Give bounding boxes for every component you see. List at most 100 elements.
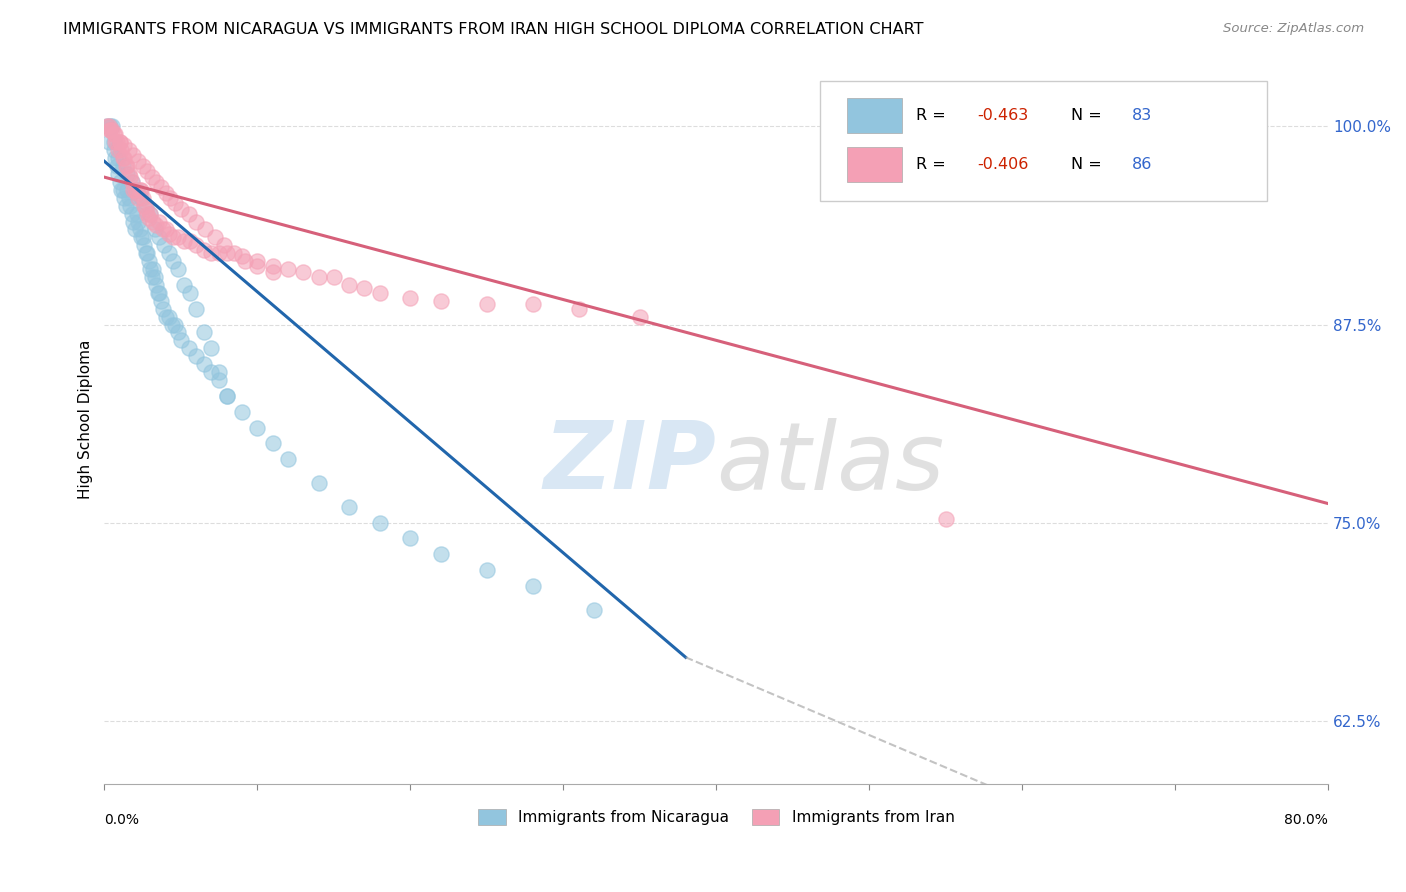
Point: [157, 310, 180, 324]
Point: [262, 265, 284, 279]
Point: [127, 214, 149, 228]
Point: [125, 186, 148, 200]
Point: [186, 349, 208, 363]
Point: [173, 277, 195, 292]
Text: N =: N =: [1071, 157, 1107, 172]
Point: [117, 183, 139, 197]
Point: [186, 214, 208, 228]
Point: [125, 206, 148, 220]
Point: [112, 191, 135, 205]
Point: [100, 122, 122, 136]
Point: [107, 143, 129, 157]
Point: [107, 167, 129, 181]
Point: [110, 183, 132, 197]
Point: [134, 199, 156, 213]
Point: [153, 238, 176, 252]
Point: [96, 120, 118, 134]
Point: [475, 563, 498, 577]
Point: [231, 405, 253, 419]
Point: [141, 170, 163, 185]
Point: [166, 326, 188, 340]
Point: [98, 120, 121, 134]
Point: [179, 234, 201, 248]
Point: [138, 211, 160, 226]
Point: [337, 500, 360, 514]
Point: [163, 195, 186, 210]
Point: [208, 373, 231, 387]
Point: [177, 341, 200, 355]
Point: [139, 206, 162, 220]
Point: [135, 202, 157, 216]
Point: [131, 191, 153, 205]
Point: [430, 547, 453, 561]
Bar: [848, 147, 903, 182]
Point: [152, 222, 174, 236]
Point: [582, 603, 605, 617]
Point: [399, 291, 422, 305]
Point: [224, 246, 246, 260]
Point: [127, 154, 149, 169]
Point: [112, 151, 135, 165]
Point: [155, 222, 177, 236]
Point: [131, 230, 153, 244]
Point: [246, 254, 269, 268]
Point: [155, 186, 177, 200]
Point: [135, 246, 157, 260]
Point: [111, 151, 134, 165]
Point: [337, 277, 360, 292]
Point: [103, 143, 125, 157]
Point: [179, 285, 201, 300]
Point: [120, 170, 142, 185]
Point: [100, 120, 122, 134]
Point: [135, 199, 157, 213]
Point: [136, 206, 159, 220]
Point: [399, 532, 422, 546]
Point: [353, 281, 375, 295]
Point: [114, 199, 136, 213]
Text: IMMIGRANTS FROM NICARAGUA VS IMMIGRANTS FROM IRAN HIGH SCHOOL DIPLOMA CORRELATIO: IMMIGRANTS FROM NICARAGUA VS IMMIGRANTS …: [63, 22, 924, 37]
Point: [149, 293, 172, 308]
Point: [128, 222, 150, 236]
Point: [193, 326, 215, 340]
Point: [121, 206, 143, 220]
Point: [193, 243, 215, 257]
Point: [145, 218, 167, 232]
Point: [215, 389, 238, 403]
Text: atlas: atlas: [716, 417, 945, 508]
Point: [308, 270, 330, 285]
Point: [105, 159, 128, 173]
Point: [121, 175, 143, 189]
Point: [155, 310, 177, 324]
Point: [212, 238, 235, 252]
Point: [568, 301, 591, 316]
Point: [114, 159, 136, 173]
Point: [148, 230, 170, 244]
Point: [131, 159, 153, 173]
Point: [104, 136, 127, 150]
Point: [118, 167, 141, 181]
Point: [136, 246, 159, 260]
Point: [128, 183, 150, 197]
Point: [124, 183, 146, 197]
Point: [231, 249, 253, 263]
Text: R =: R =: [915, 157, 950, 172]
Point: [111, 183, 134, 197]
Point: [475, 297, 498, 311]
Point: [163, 318, 186, 332]
Point: [160, 318, 183, 332]
Point: [215, 246, 238, 260]
Point: [166, 262, 188, 277]
Point: [121, 175, 143, 189]
Point: [108, 136, 131, 150]
Text: 0.0%: 0.0%: [104, 813, 139, 827]
Point: [139, 262, 162, 277]
Text: 83: 83: [1132, 108, 1153, 123]
Point: [194, 222, 217, 236]
Point: [200, 246, 222, 260]
Point: [233, 254, 256, 268]
Point: [322, 270, 344, 285]
Point: [308, 475, 330, 490]
Text: N =: N =: [1071, 108, 1107, 123]
Point: [246, 420, 269, 434]
Point: [430, 293, 453, 308]
